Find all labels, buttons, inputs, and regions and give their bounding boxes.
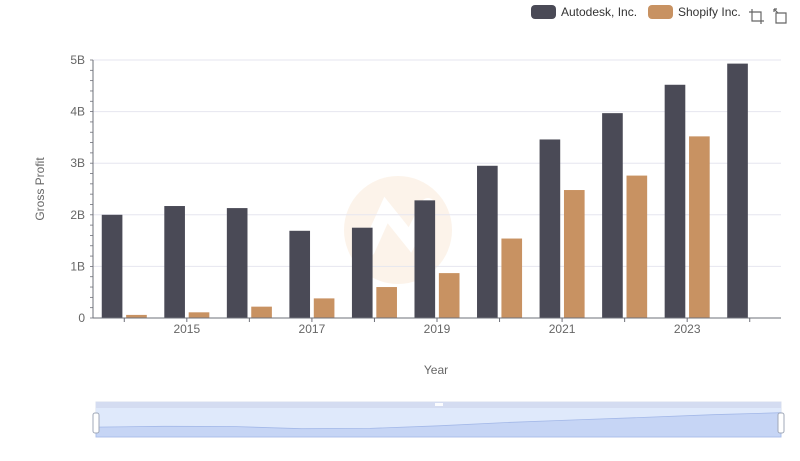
bar-shopify[interactable] (376, 287, 397, 318)
x-tick-label: 2015 (173, 322, 200, 336)
bars (101, 63, 748, 318)
bar-shopify[interactable] (251, 306, 272, 318)
data-zoom-slider[interactable] (92, 401, 785, 438)
x-tick-label: 2017 (299, 322, 326, 336)
slider-handle-right[interactable] (777, 412, 785, 434)
y-tick-label: 5B (70, 53, 85, 67)
axes: 0 1B 2B 3B 4B 5B 2015 2017 2019 2021 2023 (70, 53, 781, 336)
bar-autodesk[interactable] (289, 230, 311, 318)
bar-shopify[interactable] (126, 314, 147, 318)
bar-autodesk[interactable] (477, 165, 498, 318)
legend-label: Autodesk, Inc. (561, 5, 637, 19)
bar-shopify[interactable] (438, 273, 460, 318)
legend: Autodesk, Inc. Shopify Inc. (531, 5, 741, 19)
x-tick-label: 2019 (424, 322, 451, 336)
bar-autodesk[interactable] (602, 113, 623, 318)
legend-label: Shopify Inc. (678, 5, 741, 19)
bar-autodesk[interactable] (539, 139, 561, 318)
bar-shopify[interactable] (563, 190, 585, 318)
legend-item-shopify[interactable]: Shopify Inc. (648, 5, 741, 19)
zoom-icon[interactable] (748, 7, 766, 25)
bar-autodesk[interactable] (226, 208, 248, 318)
x-tick-label: 2023 (674, 322, 701, 336)
bar-shopify[interactable] (501, 238, 523, 318)
bar-autodesk[interactable] (414, 200, 436, 318)
y-tick-label: 4B (70, 105, 85, 119)
y-tick-label: 2B (70, 208, 85, 222)
slider-handle-left[interactable] (92, 412, 100, 434)
restore-icon[interactable] (772, 7, 790, 25)
bar-autodesk[interactable] (351, 227, 373, 318)
y-tick-label: 0 (78, 311, 85, 325)
legend-swatch (531, 5, 556, 19)
bar-shopify[interactable] (188, 312, 210, 318)
legend-item-autodesk[interactable]: Autodesk, Inc. (531, 5, 637, 19)
bar-autodesk[interactable] (664, 84, 686, 318)
y-axis-title: Gross Profit (33, 157, 47, 221)
bar-shopify[interactable] (689, 136, 710, 318)
y-tick-label: 1B (70, 259, 85, 273)
bar-autodesk[interactable] (164, 206, 185, 318)
x-axis-title: Year (424, 363, 448, 377)
slider-drag-handle[interactable] (435, 403, 443, 406)
x-tick-label: 2021 (549, 322, 576, 336)
bar-autodesk[interactable] (727, 63, 748, 318)
bar-autodesk[interactable] (101, 214, 123, 318)
bar-shopify[interactable] (313, 298, 335, 318)
y-tick-label: 3B (70, 156, 85, 170)
legend-swatch (648, 5, 673, 19)
bar-shopify[interactable] (626, 175, 648, 318)
